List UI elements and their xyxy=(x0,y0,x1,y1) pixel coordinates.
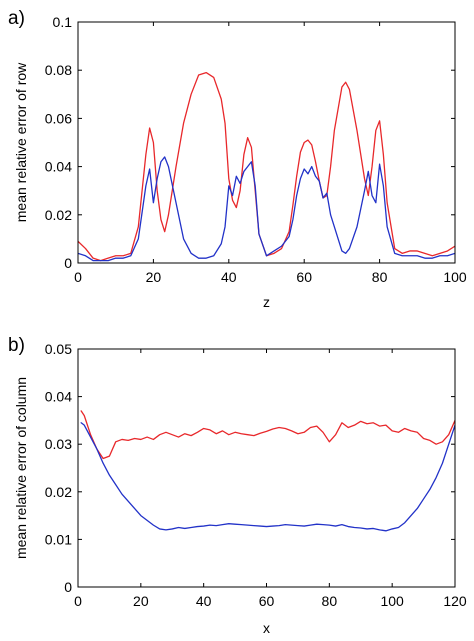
panel-a-series-line-blue xyxy=(78,156,455,262)
panel-b-x-tick-label: 60 xyxy=(259,593,275,609)
panel-a-x-tick-label: 60 xyxy=(296,269,312,285)
panel-b-y-axis-label: mean relative error of column xyxy=(13,377,29,559)
panel-a-axes-frame xyxy=(77,21,456,264)
panel-a-y-tick-label: 0 xyxy=(64,255,72,271)
panel-b-y-tick-label: 0 xyxy=(64,579,72,595)
panel-a-series-group xyxy=(78,71,455,262)
panel-b-x-axis-label: x xyxy=(263,620,270,636)
panel-a-y-tick-label: 0.04 xyxy=(45,159,72,175)
panel-a-y-tick-label: 0.1 xyxy=(53,14,73,30)
panel-a-label: a) xyxy=(8,8,25,29)
panel-b-axes-frame xyxy=(77,348,456,588)
panel-b-series-line-red xyxy=(80,410,455,460)
panel-a-x-tick-label: 0 xyxy=(74,269,82,285)
panel-b-y-tick-label: 0.01 xyxy=(45,531,72,547)
panel-b-series-group xyxy=(80,410,455,532)
panel-a-y-tick-label: 0.06 xyxy=(45,110,72,126)
panel-a: 0 20 40 60 80 100 0 0.02 0.04 0.06 0.08 0.1 z mean re… xyxy=(8,8,467,310)
panel-a-y-tick-label: 0.08 xyxy=(45,62,72,78)
panel-a-x-tick-label: 80 xyxy=(372,269,388,285)
panel-a-x-axis-label: z xyxy=(263,294,270,310)
panel-b-x-tick-label: 100 xyxy=(380,593,404,609)
panel-a-x-tick-label: 100 xyxy=(443,269,467,285)
panel-b: 0 20 40 60 80 100 120 0 0.01 0.02 0.03 0.04 0.05 x mea… xyxy=(8,335,467,636)
panel-b-label: b) xyxy=(8,335,25,356)
panel-a-y-tick-label: 0.02 xyxy=(45,207,72,223)
panel-b-series-line-blue xyxy=(80,422,455,532)
panel-b-y-tick-label: 0.05 xyxy=(45,341,72,357)
panel-b-x-tick-label: 40 xyxy=(196,593,212,609)
panel-a-x-tick-label: 40 xyxy=(221,269,237,285)
panel-b-x-tick-label: 80 xyxy=(322,593,338,609)
panel-b-x-tick-label: 120 xyxy=(443,593,467,609)
panel-a-y-axis-label: mean relative error of row xyxy=(13,62,29,222)
panel-b-y-tick-label: 0.02 xyxy=(45,484,72,500)
panel-b-y-tick-label: 0.04 xyxy=(45,389,72,405)
panel-b-y-tick-label: 0.03 xyxy=(45,436,72,452)
panel-b-x-tick-label: 20 xyxy=(133,593,149,609)
panel-a-x-tick-label: 20 xyxy=(146,269,162,285)
panel-b-x-tick-label: 0 xyxy=(74,593,82,609)
panel-a-series-line-red xyxy=(78,71,455,262)
